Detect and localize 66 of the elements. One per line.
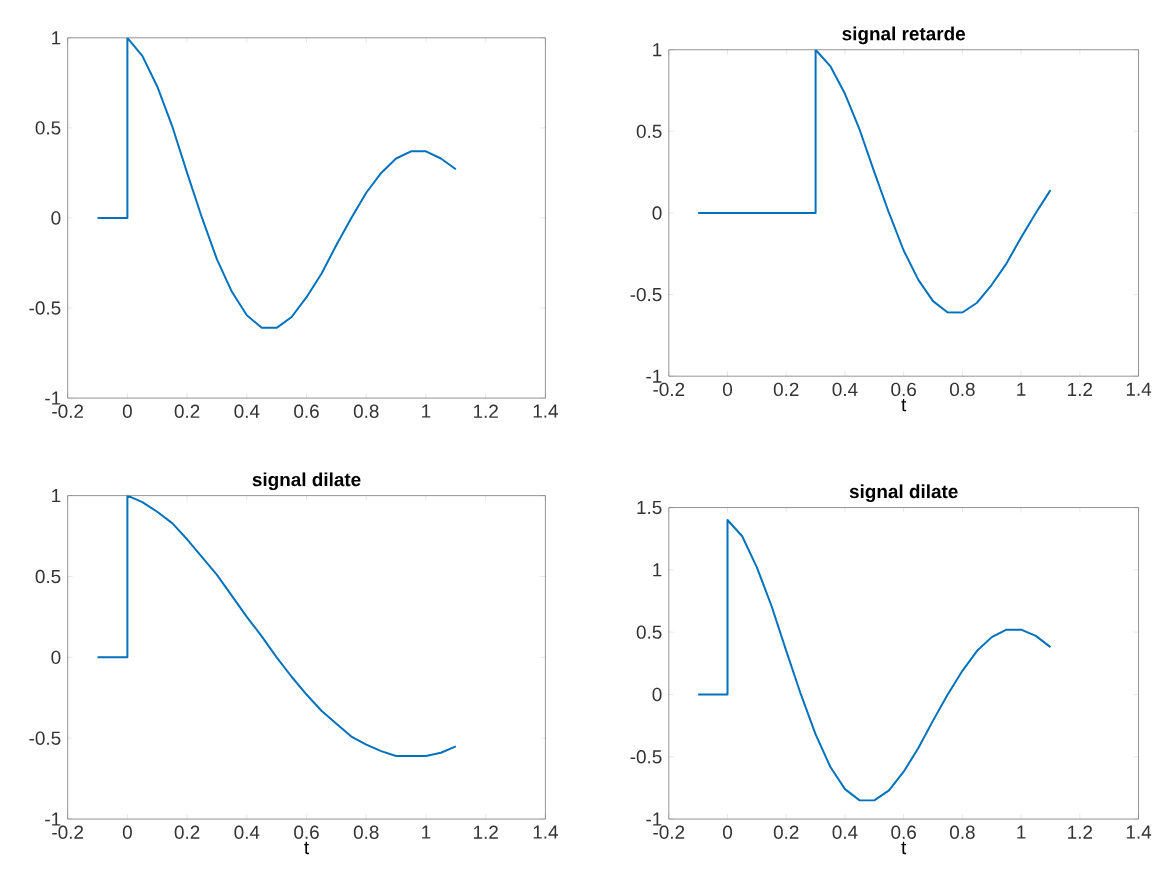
x-axis-title: t [901, 841, 907, 855]
x-axis-title: t [901, 399, 907, 412]
y-tick-label: 1 [653, 43, 662, 57]
y-tick-label: 1 [52, 489, 61, 503]
x-tick-label: 1.2 [473, 404, 498, 418]
y-tick-label: -1 [45, 391, 61, 405]
x-tick-label: 0.6 [294, 825, 319, 840]
x-tick-label: 0.2 [174, 404, 200, 419]
x-tick-label: 0.8 [949, 382, 975, 397]
y-tick-label: -1 [646, 812, 662, 826]
x-tick-label: 0.4 [832, 382, 858, 397]
x-tick-label: 0.2 [773, 825, 799, 840]
x-tick-label: 0.2 [773, 382, 799, 397]
x-tick-label: 0 [723, 825, 733, 840]
y-tick-label: 0.5 [35, 121, 61, 135]
x-tick-label: 1.2 [473, 825, 498, 839]
x-tick-label: 0.8 [353, 825, 379, 840]
x-tick-label: 1 [1017, 825, 1026, 839]
y-tick-label: 0 [652, 206, 662, 220]
y-tick-label: 0 [51, 650, 61, 665]
x-tick-label: 1.2 [1068, 825, 1093, 839]
x-tick-label: 0.4 [234, 404, 260, 419]
x-tick-label: 0.4 [832, 825, 858, 840]
y-tick-label: -0.5 [29, 731, 61, 746]
x-tick-label: 0 [122, 825, 132, 840]
x-tick-label: 0 [122, 404, 132, 419]
y-tick-label: 0.5 [35, 569, 61, 584]
x-tick-label: -0.2 [52, 404, 84, 419]
x-tick-label: 1.4 [533, 404, 558, 418]
line-series [697, 49, 1052, 314]
x-tick-label: 1.4 [1126, 382, 1152, 396]
x-tick-label: 1 [422, 404, 431, 418]
x-tick-label: 0.2 [174, 825, 200, 840]
line-series [96, 37, 457, 329]
y-tick-label: -0.5 [29, 301, 61, 315]
x-tick-label: 1.4 [1126, 825, 1152, 839]
y-tick-label: 0 [652, 687, 662, 702]
x-axis-title: t [304, 841, 310, 855]
y-tick-label: -1 [646, 369, 662, 383]
x-tick-label: 0.6 [294, 404, 319, 419]
x-tick-label: 0.6 [891, 382, 916, 397]
x-tick-label: 1 [1017, 382, 1026, 396]
y-tick-label: 0.5 [636, 124, 662, 139]
y-tick-label: -0.5 [630, 750, 662, 764]
x-tick-label: -0.2 [52, 825, 84, 840]
x-tick-label: 0 [723, 382, 733, 397]
line-series [697, 519, 1052, 802]
x-tick-label: 0.6 [891, 825, 916, 840]
y-tick-label: 1 [653, 563, 662, 577]
x-tick-label: 0.4 [234, 825, 260, 840]
chart-title: signal retarde [842, 26, 966, 45]
x-tick-label: 0.8 [949, 825, 975, 840]
x-tick-label: 1 [422, 825, 431, 839]
y-tick-label: -1 [45, 812, 61, 826]
x-tick-label: 1.4 [533, 825, 558, 839]
y-tick-label: 0.5 [636, 625, 662, 639]
y-tick-label: 1.5 [637, 501, 662, 515]
x-tick-label: 1.2 [1068, 382, 1093, 397]
x-tick-label: -0.2 [653, 382, 685, 397]
x-tick-label: 0.8 [353, 404, 379, 419]
chart-title: signal dilate [252, 472, 361, 491]
y-tick-label: -0.5 [630, 288, 662, 302]
y-tick-label: 1 [52, 31, 61, 45]
chart-title: signal dilate [849, 484, 958, 503]
y-tick-label: 0 [51, 211, 61, 225]
x-tick-label: -0.2 [653, 825, 685, 840]
